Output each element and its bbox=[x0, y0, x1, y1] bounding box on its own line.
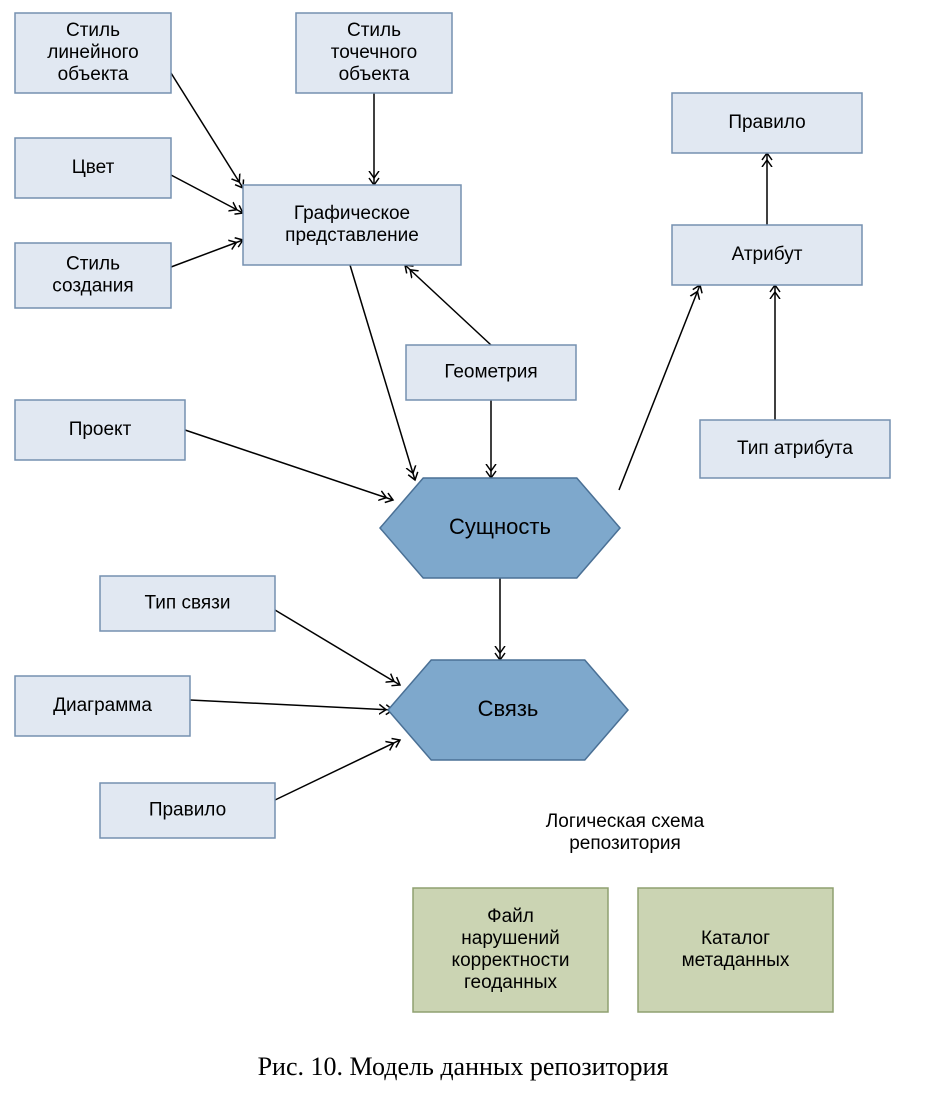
node-label: Графическое bbox=[294, 203, 410, 224]
node-attribute: Атрибут bbox=[672, 225, 862, 285]
node-label: Правило bbox=[149, 800, 226, 821]
node-label: Стиль bbox=[347, 20, 401, 41]
node-rule_top: Правило bbox=[672, 93, 862, 153]
node-label: точечного bbox=[331, 42, 418, 63]
edge bbox=[275, 740, 400, 800]
figure-caption: Рис. 10. Модель данных репозитория bbox=[258, 1052, 669, 1081]
node-label: Файл bbox=[487, 906, 534, 927]
node-label: Геометрия bbox=[444, 362, 537, 383]
node-label: линейного bbox=[47, 42, 139, 63]
node-label: геоданных bbox=[464, 972, 558, 993]
edge bbox=[275, 610, 400, 685]
node-rule_bottom: Правило bbox=[100, 783, 275, 838]
node-rel_type: Тип связи bbox=[100, 576, 275, 631]
node-diagram_node: Диаграмма bbox=[15, 676, 190, 736]
section-label: Логическая схема bbox=[546, 811, 705, 832]
node-entity: Сущность bbox=[380, 478, 620, 578]
section-label: репозитория bbox=[569, 833, 681, 854]
edge bbox=[185, 430, 393, 500]
edge bbox=[190, 700, 393, 710]
node-label: Диаграмма bbox=[53, 695, 152, 716]
edge bbox=[405, 265, 491, 345]
node-label: Правило bbox=[728, 112, 805, 133]
node-label: Атрибут bbox=[732, 244, 803, 265]
node-attr_type: Тип атрибута bbox=[700, 420, 890, 478]
node-link: Связь bbox=[388, 660, 628, 760]
node-label: Стиль bbox=[66, 20, 120, 41]
node-label: Проект bbox=[69, 419, 132, 440]
node-color: Цвет bbox=[15, 138, 171, 198]
node-label: Сущность bbox=[449, 514, 551, 539]
node-label: Связь bbox=[478, 696, 539, 721]
node-label: нарушений bbox=[461, 928, 559, 949]
node-geometry: Геометрия bbox=[406, 345, 576, 400]
diagram-canvas: СтильлинейногообъектаСтильточечногообъек… bbox=[0, 0, 926, 1102]
node-violations: Файлнарушенийкорректностигеоданных bbox=[413, 888, 608, 1012]
node-label: объекта bbox=[58, 64, 129, 85]
edge bbox=[171, 73, 243, 188]
node-label: Каталог bbox=[701, 928, 770, 949]
node-metadata: Каталогметаданных bbox=[638, 888, 833, 1012]
node-label: создания bbox=[52, 276, 133, 297]
node-label: объекта bbox=[339, 64, 410, 85]
node-label: представление bbox=[285, 225, 419, 246]
node-graphic: Графическоепредставление bbox=[243, 185, 461, 265]
node-label: Тип атрибута bbox=[737, 438, 853, 459]
node-create_style: Стильсоздания bbox=[15, 243, 171, 308]
node-label: Стиль bbox=[66, 254, 120, 275]
node-project: Проект bbox=[15, 400, 185, 460]
edge bbox=[171, 240, 243, 267]
node-point_style: Стильточечногообъекта bbox=[296, 13, 452, 93]
edge bbox=[619, 285, 700, 490]
node-label: Тип связи bbox=[145, 593, 231, 614]
edge bbox=[171, 175, 243, 213]
labels: Логическая схемарепозитория bbox=[546, 811, 705, 854]
node-label: корректности bbox=[452, 950, 570, 971]
nodes: СтильлинейногообъектаСтильточечногообъек… bbox=[15, 13, 890, 1012]
node-label: метаданных bbox=[682, 950, 790, 971]
node-label: Цвет bbox=[72, 157, 115, 178]
node-line_style: Стильлинейногообъекта bbox=[15, 13, 171, 93]
